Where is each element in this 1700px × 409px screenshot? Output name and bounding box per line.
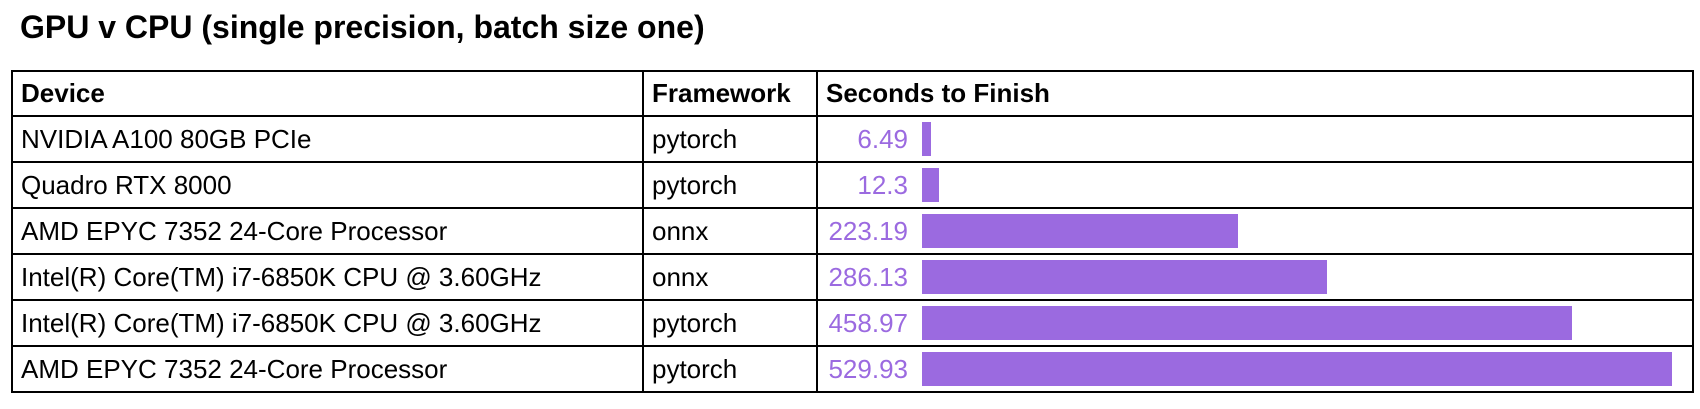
bar-track (922, 122, 1672, 156)
bar-track (922, 306, 1672, 340)
bar-track (922, 168, 1672, 202)
table-row: Intel(R) Core(TM) i7-6850K CPU @ 3.60GHz… (11, 299, 1694, 347)
bar-wrap: 529.93 (826, 348, 1684, 390)
bar (922, 352, 1672, 386)
bar-track (922, 260, 1672, 294)
column-header-device: Device (11, 70, 644, 117)
table-row: AMD EPYC 7352 24-Core Processor pytorch 52… (11, 345, 1694, 393)
bar-value-label: 223.19 (828, 215, 908, 246)
bar (922, 214, 1238, 248)
device-cell: Quadro RTX 8000 (11, 161, 644, 209)
column-header-framework: Framework (642, 70, 818, 117)
bar (922, 306, 1572, 340)
seconds-cell: 529.93 (816, 345, 1694, 393)
bar-value-label: 529.93 (828, 353, 908, 384)
seconds-cell: 12.3 (816, 161, 1694, 209)
table-row: NVIDIA A100 80GB PCIe pytorch 6.49 (11, 115, 1694, 163)
framework-cell: pytorch (642, 115, 818, 163)
table-body: NVIDIA A100 80GB PCIe pytorch 6.49 Quadro R… (11, 115, 1694, 393)
bar-wrap: 12.3 (826, 164, 1684, 206)
device-cell: Intel(R) Core(TM) i7-6850K CPU @ 3.60GHz (11, 299, 644, 347)
seconds-cell: 458.97 (816, 299, 1694, 347)
header-row: Device Framework Seconds to Finish (11, 70, 1694, 117)
bar-track (922, 214, 1672, 248)
bar-value-label: 458.97 (828, 307, 908, 338)
table-row: Quadro RTX 8000 pytorch 12.3 (11, 161, 1694, 209)
bar-value-label: 6.49 (857, 123, 908, 154)
framework-cell: onnx (642, 207, 818, 255)
chart-title: GPU v CPU (single precision, batch size … (20, 9, 705, 45)
framework-cell: pytorch (642, 161, 818, 209)
framework-cell: onnx (642, 253, 818, 301)
device-cell: NVIDIA A100 80GB PCIe (11, 115, 644, 163)
bar-track (922, 352, 1672, 386)
bar-wrap: 6.49 (826, 118, 1684, 160)
bar-value-label: 286.13 (828, 261, 908, 292)
bar (922, 122, 932, 156)
framework-cell: pytorch (642, 345, 818, 393)
results-table: Device Framework Seconds to Finish NVIDI… (11, 70, 1694, 393)
bar (922, 168, 940, 202)
bar-wrap: 223.19 (826, 210, 1684, 252)
seconds-cell: 6.49 (816, 115, 1694, 163)
seconds-cell: 286.13 (816, 253, 1694, 301)
bar (922, 260, 1327, 294)
bar-wrap: 286.13 (826, 256, 1684, 298)
device-cell: AMD EPYC 7352 24-Core Processor (11, 207, 644, 255)
device-cell: Intel(R) Core(TM) i7-6850K CPU @ 3.60GHz (11, 253, 644, 301)
column-header-seconds: Seconds to Finish (816, 70, 1694, 117)
bar-wrap: 458.97 (826, 302, 1684, 344)
table-row: AMD EPYC 7352 24-Core Processor onnx 223.1… (11, 207, 1694, 255)
table-row: Intel(R) Core(TM) i7-6850K CPU @ 3.60GHz… (11, 253, 1694, 301)
device-cell: AMD EPYC 7352 24-Core Processor (11, 345, 644, 393)
bar-value-label: 12.3 (857, 169, 908, 200)
framework-cell: pytorch (642, 299, 818, 347)
seconds-cell: 223.19 (816, 207, 1694, 255)
